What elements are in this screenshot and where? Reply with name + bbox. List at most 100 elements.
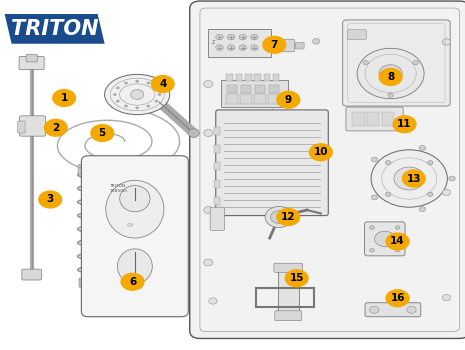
Text: 13: 13	[406, 174, 421, 183]
Circle shape	[371, 150, 447, 207]
Circle shape	[204, 259, 213, 266]
FancyBboxPatch shape	[269, 85, 279, 93]
Circle shape	[251, 34, 258, 40]
FancyBboxPatch shape	[221, 80, 288, 107]
FancyBboxPatch shape	[365, 222, 405, 256]
Text: 4: 4	[159, 79, 166, 89]
Circle shape	[402, 169, 426, 188]
FancyBboxPatch shape	[352, 112, 365, 126]
Circle shape	[271, 211, 287, 223]
Circle shape	[285, 269, 309, 287]
Text: 14: 14	[390, 237, 405, 246]
FancyBboxPatch shape	[19, 56, 44, 70]
Circle shape	[216, 45, 223, 50]
Text: 2: 2	[52, 123, 60, 133]
Circle shape	[379, 68, 403, 86]
Circle shape	[385, 192, 391, 196]
FancyBboxPatch shape	[275, 311, 302, 321]
FancyBboxPatch shape	[210, 207, 225, 230]
Ellipse shape	[106, 180, 164, 238]
Ellipse shape	[120, 186, 150, 212]
FancyBboxPatch shape	[274, 263, 303, 272]
Circle shape	[413, 61, 418, 65]
Circle shape	[155, 86, 159, 89]
FancyBboxPatch shape	[78, 164, 94, 174]
Circle shape	[209, 298, 217, 304]
Circle shape	[204, 80, 213, 88]
Circle shape	[116, 86, 120, 89]
Polygon shape	[5, 14, 105, 44]
Circle shape	[131, 90, 144, 99]
Text: TRITON: TRITON	[11, 19, 99, 39]
FancyBboxPatch shape	[343, 20, 450, 106]
Circle shape	[442, 189, 451, 196]
Circle shape	[265, 206, 293, 228]
FancyBboxPatch shape	[227, 85, 237, 93]
Circle shape	[239, 34, 246, 40]
Circle shape	[276, 208, 300, 226]
Circle shape	[395, 248, 400, 252]
Circle shape	[158, 93, 161, 96]
Circle shape	[427, 192, 433, 196]
Circle shape	[309, 143, 333, 161]
FancyBboxPatch shape	[208, 29, 271, 57]
Ellipse shape	[117, 249, 152, 284]
Circle shape	[52, 89, 76, 107]
Circle shape	[44, 119, 68, 137]
FancyBboxPatch shape	[214, 145, 220, 153]
Circle shape	[116, 100, 120, 103]
Circle shape	[227, 34, 235, 40]
FancyBboxPatch shape	[273, 74, 279, 81]
Circle shape	[227, 45, 235, 50]
FancyBboxPatch shape	[236, 74, 242, 81]
Circle shape	[372, 157, 378, 162]
Circle shape	[419, 206, 425, 211]
FancyBboxPatch shape	[295, 42, 304, 49]
Circle shape	[442, 294, 451, 301]
FancyBboxPatch shape	[365, 303, 421, 317]
FancyBboxPatch shape	[214, 127, 220, 135]
Circle shape	[442, 39, 451, 45]
Circle shape	[276, 91, 300, 109]
Text: temperature: temperature	[126, 286, 144, 289]
FancyBboxPatch shape	[81, 156, 188, 317]
FancyBboxPatch shape	[268, 94, 279, 104]
Circle shape	[385, 161, 391, 165]
FancyBboxPatch shape	[79, 278, 93, 287]
Text: 1: 1	[60, 93, 68, 103]
Circle shape	[135, 106, 139, 109]
Circle shape	[379, 65, 402, 82]
Circle shape	[124, 82, 128, 84]
Circle shape	[394, 167, 425, 190]
FancyBboxPatch shape	[241, 85, 251, 93]
Circle shape	[449, 176, 455, 181]
Text: 7: 7	[271, 40, 278, 50]
FancyBboxPatch shape	[382, 112, 394, 126]
Circle shape	[204, 130, 213, 136]
Text: Z: Z	[212, 40, 215, 46]
Circle shape	[392, 115, 417, 133]
FancyBboxPatch shape	[240, 94, 252, 104]
Circle shape	[113, 93, 117, 96]
Circle shape	[375, 231, 395, 246]
Circle shape	[357, 48, 424, 99]
FancyBboxPatch shape	[254, 74, 261, 81]
Circle shape	[135, 80, 139, 83]
Circle shape	[419, 146, 425, 150]
Text: 6: 6	[129, 277, 136, 287]
FancyBboxPatch shape	[367, 112, 379, 126]
FancyBboxPatch shape	[226, 94, 238, 104]
Circle shape	[146, 82, 150, 84]
FancyBboxPatch shape	[18, 121, 25, 133]
FancyBboxPatch shape	[347, 30, 366, 40]
Text: 15: 15	[289, 273, 304, 283]
Circle shape	[312, 38, 320, 44]
Circle shape	[38, 190, 62, 209]
Circle shape	[395, 226, 400, 229]
Text: 5: 5	[99, 128, 106, 138]
Circle shape	[120, 273, 145, 291]
FancyBboxPatch shape	[190, 1, 465, 338]
Text: 10: 10	[313, 147, 328, 157]
Circle shape	[385, 289, 410, 307]
Circle shape	[90, 124, 114, 142]
